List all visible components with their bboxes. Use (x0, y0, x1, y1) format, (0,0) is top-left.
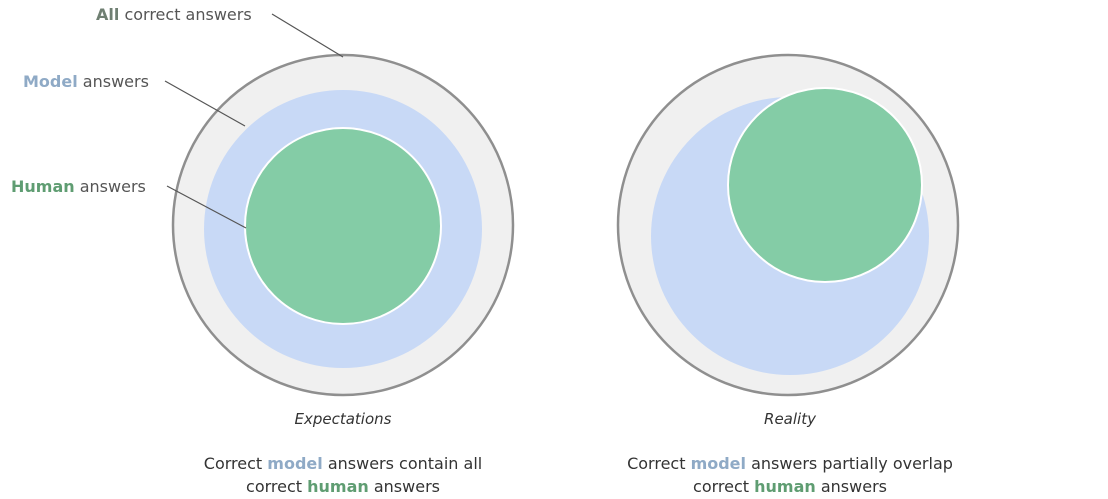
human-answers-leader-line (166, 185, 247, 229)
model-label-rest: answers (78, 72, 149, 91)
expectations-human-answers-circle (244, 127, 442, 325)
human-keyword: Human (11, 177, 75, 196)
expectations-summary-line-2: correct human answers (246, 477, 440, 496)
reality-line-2-pre: correct (693, 477, 754, 496)
reality-model-keyword: model (691, 454, 746, 473)
model-answers-label: Model answers (23, 72, 149, 91)
expectations-model-keyword: model (267, 454, 322, 473)
expectations-line-2-pre: correct (246, 477, 307, 496)
model-answers-leader-line (164, 80, 246, 127)
all-label-rest: correct answers (119, 5, 251, 24)
reality-summary-line-1: Correct model answers partially overlap (627, 454, 953, 473)
all-answers-label: All correct answers (96, 5, 252, 24)
reality-line-2-post: answers (816, 477, 887, 496)
expectations-summary-line-1: Correct model answers contain all (204, 454, 482, 473)
expectations-human-keyword: human (307, 477, 369, 496)
reality-caption: Reality (764, 410, 817, 428)
expectations-line-1-post: answers contain all (323, 454, 482, 473)
reality-line-1-post: answers partially overlap (746, 454, 953, 473)
reality-panel (616, 53, 960, 397)
expectations-line-1-pre: Correct (204, 454, 267, 473)
reality-human-keyword: human (754, 477, 816, 496)
all-keyword: All (96, 5, 119, 24)
reality-summary-line-2: correct human answers (693, 477, 887, 496)
expectations-panel (171, 53, 515, 397)
human-answers-label: Human answers (11, 177, 146, 196)
reality-human-answers-circle (727, 87, 923, 283)
reality-line-1-pre: Correct (627, 454, 690, 473)
human-label-rest: answers (75, 177, 146, 196)
expectations-caption: Expectations (295, 410, 392, 428)
expectations-line-2-post: answers (369, 477, 440, 496)
all-answers-leader-line (271, 13, 344, 58)
leader-lines (164, 13, 344, 229)
model-keyword: Model (23, 72, 78, 91)
